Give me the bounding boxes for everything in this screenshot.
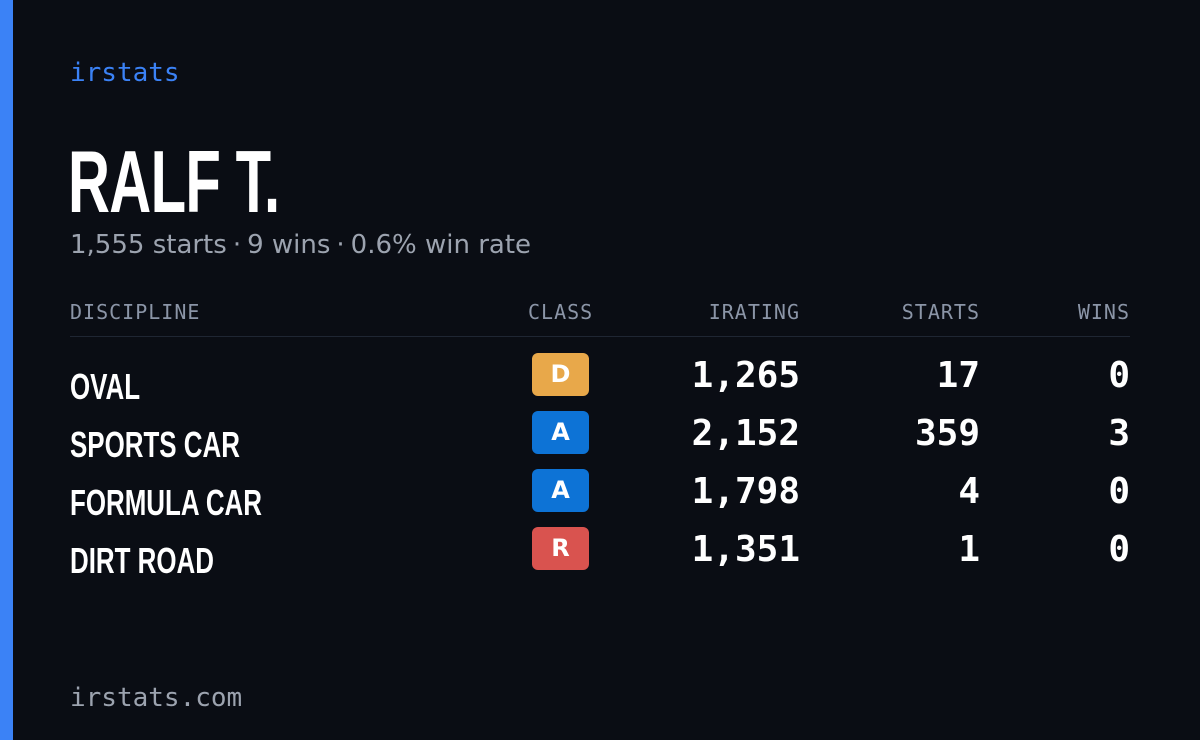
brand-logo-text[interactable]: irstats (70, 58, 180, 88)
starts-value: 4 (958, 471, 980, 512)
discipline-name: DIRT ROAD (70, 540, 214, 581)
separator-dot: · (336, 230, 345, 260)
table-header: DISCIPLINE CLASS IRATING STARTS WINS (70, 296, 1130, 337)
wins-value: 0 (1108, 529, 1130, 570)
license-class-badge: D (532, 353, 589, 396)
table-body: OVAL D 1,265 17 0 SPORTS CAR A 2,152 359… (70, 337, 1130, 585)
license-class-badge: R (532, 527, 589, 570)
license-class-badge: A (532, 411, 589, 454)
wins-value: 0 (1108, 355, 1130, 396)
wins-value: 3 (1108, 413, 1130, 454)
header-wins: WINS (1077, 300, 1130, 324)
irating-value: 1,351 (691, 529, 800, 570)
footer-site-link[interactable]: irstats.com (70, 683, 243, 713)
wins-summary: 9 wins (247, 230, 331, 260)
header-discipline: DISCIPLINE (70, 300, 201, 324)
starts-value: 359 (914, 413, 980, 454)
discipline-name: SPORTS CAR (70, 424, 240, 465)
header-irating: IRATING (708, 300, 800, 324)
starts-value: 17 (936, 355, 980, 396)
header-starts: STARTS (901, 300, 980, 324)
table-row: FORMULA CAR A 1,798 4 0 (70, 469, 1130, 527)
win-rate-summary: 0.6% win rate (350, 230, 532, 260)
starts-value: 1 (958, 529, 980, 570)
license-class-badge: A (532, 469, 589, 512)
wins-value: 0 (1108, 471, 1130, 512)
driver-summary: 1,555 starts · 9 wins · 0.6% win rate (70, 228, 531, 262)
driver-name: RALF T. (68, 132, 280, 231)
irating-value: 2,152 (691, 413, 800, 454)
discipline-name: OVAL (70, 366, 141, 407)
table-row: OVAL D 1,265 17 0 (70, 353, 1130, 411)
discipline-stats-table: DISCIPLINE CLASS IRATING STARTS WINS OVA… (70, 296, 1130, 585)
header-class: CLASS (528, 300, 594, 324)
table-row: DIRT ROAD R 1,351 1 0 (70, 527, 1130, 585)
discipline-name: FORMULA CAR (70, 482, 262, 523)
irating-value: 1,798 (691, 471, 800, 512)
table-row: SPORTS CAR A 2,152 359 3 (70, 411, 1130, 469)
accent-bar (0, 0, 13, 740)
irating-value: 1,265 (691, 355, 800, 396)
starts-summary: 1,555 starts (70, 230, 227, 260)
separator-dot: · (232, 230, 242, 260)
